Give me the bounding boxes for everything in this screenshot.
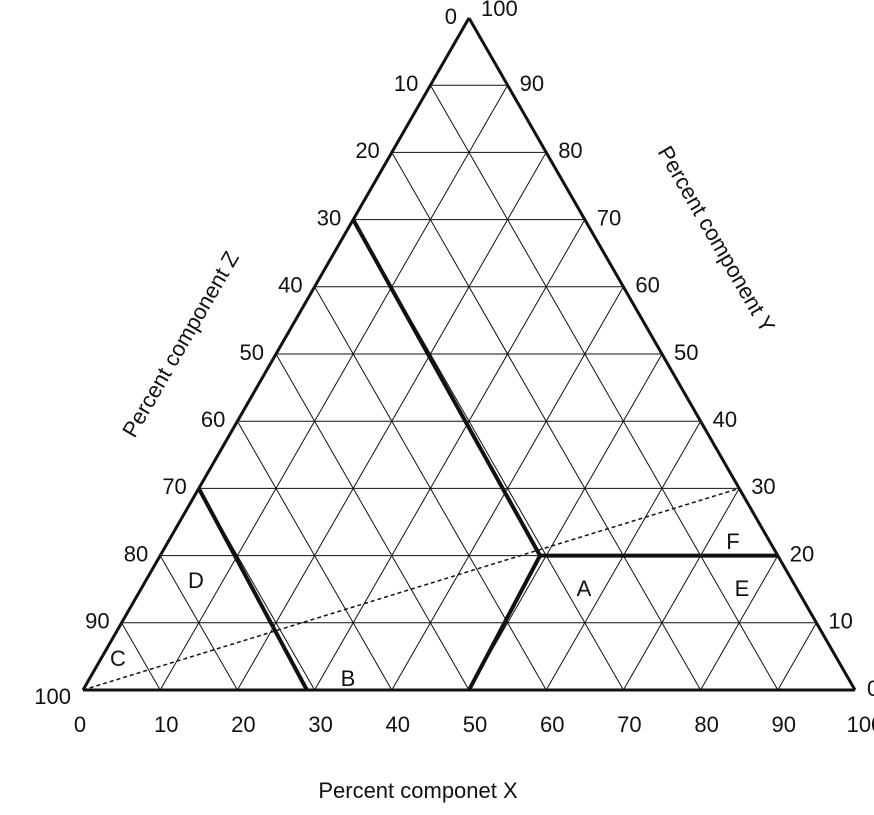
grid-line [236, 420, 393, 691]
x-axis-title: Percent componet X [318, 778, 518, 803]
y-tick-label: 60 [635, 273, 659, 298]
grid-line [777, 622, 817, 691]
z-tick-label: 20 [355, 138, 379, 163]
z-tick-label: 10 [394, 71, 418, 96]
z-tick-label: 60 [201, 407, 225, 432]
x-tick-label: 100 [847, 712, 874, 737]
grid-line [121, 622, 161, 691]
grid-line [159, 84, 509, 691]
y-tick-label: 10 [828, 609, 852, 634]
grid-line [314, 286, 547, 691]
z-tick-label: 0 [445, 4, 457, 29]
z-tick-label: 30 [317, 205, 341, 230]
x-tick-label: 70 [617, 712, 641, 737]
triangle-side [467, 17, 857, 691]
z-tick-label: 100 [34, 684, 71, 709]
x-tick-label: 30 [308, 712, 332, 737]
x-tick-label: 0 [74, 712, 86, 737]
y-tick-label: 0 [867, 676, 874, 701]
dashed-line [82, 487, 740, 691]
y-tick-label: 30 [751, 474, 775, 499]
region-label: F [726, 529, 739, 554]
y-axis-title: Percent component Y [653, 141, 780, 337]
x-tick-label: 10 [154, 712, 178, 737]
grid-line [622, 488, 740, 691]
region-label: C [110, 646, 126, 671]
y-tick-label: 20 [790, 541, 814, 566]
x-tick-label: 60 [540, 712, 564, 737]
x-tick-label: 50 [463, 712, 487, 737]
grid-line [468, 353, 663, 691]
y-tick-label: 40 [713, 407, 737, 432]
region-label: D [188, 568, 204, 593]
boundary [197, 487, 309, 691]
z-tick-label: 80 [124, 541, 148, 566]
grid [81, 17, 857, 692]
region-boundaries [82, 218, 778, 691]
grid-line [314, 219, 586, 691]
boundary [351, 218, 542, 557]
triangle-side [81, 17, 471, 691]
grid-line [391, 152, 702, 691]
grid-line [275, 353, 470, 691]
region-label: E [735, 576, 750, 601]
boundary [467, 554, 542, 691]
x-tick-label: 20 [231, 712, 255, 737]
z-tick-label: 90 [85, 609, 109, 634]
z-tick-label: 50 [240, 340, 264, 365]
region-label: A [577, 576, 592, 601]
x-tick-label: 90 [772, 712, 796, 737]
y-tick-label: 70 [597, 205, 621, 230]
y-tick-label: 50 [674, 340, 698, 365]
region-label: B [341, 666, 356, 691]
z-tick-label: 70 [162, 474, 186, 499]
grid-line [429, 84, 779, 691]
grid-line [159, 555, 238, 691]
y-tick-label: 90 [520, 71, 544, 96]
y-tick-label: 100 [481, 0, 518, 21]
z-tick-label: 40 [278, 273, 302, 298]
x-tick-label: 40 [386, 712, 410, 737]
y-tick-label: 80 [558, 138, 582, 163]
x-tick-label: 80 [694, 712, 718, 737]
